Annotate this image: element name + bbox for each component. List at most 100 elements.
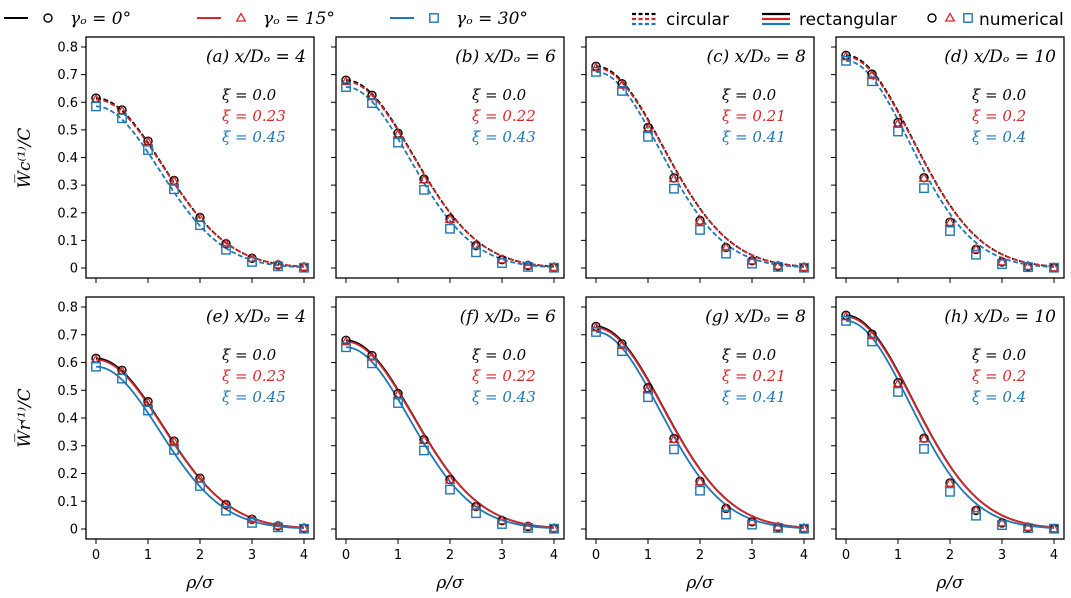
numerical-point-1 [522, 520, 534, 531]
x-tick-label: 3 [248, 548, 256, 563]
numerical-point-2 [695, 485, 705, 496]
y-tick-label: 0.7 [57, 68, 78, 83]
numerical-point-2 [523, 261, 533, 272]
numerical-point-1 [418, 434, 430, 445]
numerical-point-2 [91, 361, 101, 372]
legend-numerical-square [963, 13, 973, 23]
numerical-point-1 [866, 69, 878, 80]
series-line-0 [595, 65, 805, 268]
numerical-point-1 [444, 213, 456, 224]
legend-label-0: γₒ = 0° [70, 9, 131, 29]
numerical-point-2 [419, 184, 429, 195]
numerical-point-2 [971, 510, 981, 521]
x-tick-label: 4 [1050, 548, 1058, 563]
panel-frame [335, 296, 565, 540]
y-tick-label: 0.2 [57, 467, 78, 482]
panel-title: (c) x/Dₒ = 8 [706, 47, 806, 67]
numerical-point-1 [772, 521, 784, 531]
series-line-2 [345, 346, 555, 530]
legend-numerical-label: numerical [979, 10, 1064, 30]
panel-8: 0 1 2 3 4 (h) x/Dₒ = 10 ξ = 0.0 ξ = 0.2 ξ = 0.4 [831, 296, 1065, 563]
y-tick-label: 0.5 [57, 123, 78, 138]
numerical-point-2 [299, 262, 309, 273]
x-tick-label: 3 [498, 548, 506, 563]
xi-label-1: ξ = 0.23 [222, 107, 286, 125]
legend: γₒ = 0° γₒ = 15° γₒ = 30° circular rectangul… [4, 9, 1064, 30]
panel-5: 0 1 2 3 4 0 0.1 0.2 0.3 0.4 0.5 0.6 0.7 0.8 (e) x/Dₒ =… [57, 296, 315, 563]
numerical-point-1 [694, 215, 706, 225]
y-tick-label: 0.3 [57, 179, 78, 194]
numerical-point-2 [747, 519, 757, 530]
panel-3: (c) x/Dₒ = 8 ξ = 0.0 ξ = 0.21 ξ = 0.41 [581, 36, 815, 283]
xi-label-1: ξ = 0.22 [472, 107, 536, 125]
numerical-point-2 [273, 261, 283, 272]
numerical-point-2 [1049, 262, 1059, 273]
numerical-point-2 [591, 66, 601, 77]
numerical-point-2 [617, 86, 627, 96]
numerical-point-1 [840, 310, 852, 321]
panel-title: (e) x/Dₒ = 4 [206, 307, 306, 327]
xi-label-0: ξ = 0.0 [972, 346, 1027, 364]
y-tick-label: 0.4 [57, 151, 78, 166]
xi-label-0: ξ = 0.0 [472, 86, 527, 104]
xi-label-0: ξ = 0.0 [722, 346, 777, 364]
numerical-point-1 [798, 261, 810, 272]
numerical-point-1 [168, 175, 180, 185]
xi-label-0: ξ = 0.0 [972, 86, 1027, 104]
xi-label-2: ξ = 0.43 [472, 388, 536, 406]
panel-frame [85, 36, 315, 279]
numerical-point-1 [366, 90, 378, 101]
numerical-point-1 [944, 477, 956, 487]
panel-4: (d) x/Dₒ = 10 ξ = 0.0 ξ = 0.2 ξ = 0.4 [831, 36, 1065, 283]
numerical-point-2 [945, 226, 955, 236]
numerical-point-2 [393, 398, 403, 408]
numerical-point-2 [195, 220, 205, 231]
numerical-point-1 [918, 172, 930, 182]
panel-1: 0 0.1 0.2 0.3 0.4 0.5 0.6 0.7 0.8 (a) x/Dₒ = 4 ξ =… [57, 36, 315, 283]
numerical-point-1 [522, 259, 534, 270]
numerical-point-1 [366, 351, 378, 361]
x-tick-label: 0 [842, 548, 850, 563]
numerical-point-1 [470, 240, 482, 250]
xi-label-1: ξ = 0.23 [222, 367, 286, 385]
panel-title: (b) x/Dₒ = 6 [455, 47, 556, 67]
numerical-point-2 [445, 484, 455, 495]
numerical-point-2 [549, 523, 559, 534]
series-line-1 [595, 326, 805, 529]
legend-marker-0 [43, 13, 53, 23]
numerical-point-2 [799, 262, 809, 273]
x-tick-label: 2 [696, 548, 704, 563]
numerical-point-1 [220, 238, 232, 248]
xi-label-1: ξ = 0.2 [972, 367, 1026, 385]
numerical-point-2 [643, 131, 653, 142]
numerical-point-1 [168, 436, 180, 446]
numerical-point-1 [772, 260, 784, 270]
x-tick-label: 0 [592, 548, 600, 563]
xi-label-1: ξ = 0.22 [472, 367, 536, 385]
y-tick-label: 0 [70, 523, 78, 538]
numerical-point-2 [799, 523, 809, 534]
numerical-point-2 [523, 522, 533, 533]
numerical-point-2 [669, 183, 679, 194]
numerical-point-2 [247, 257, 257, 267]
numerical-point-2 [497, 258, 507, 268]
numerical-point-2 [773, 261, 783, 272]
panel-frame [585, 36, 815, 279]
panel-2: (b) x/Dₒ = 6 ξ = 0.0 ξ = 0.22 ξ = 0.43 [331, 36, 565, 283]
legend-label-2: γₒ = 30° [456, 9, 528, 29]
numerical-point-2 [247, 517, 257, 528]
panels: 0 0.1 0.2 0.3 0.4 0.5 0.6 0.7 0.8 (a) x/Dₒ = 4 ξ =… [57, 36, 1065, 563]
numerical-point-1 [548, 261, 560, 272]
numerical-point-2 [721, 248, 731, 259]
numerical-point-1 [918, 433, 930, 443]
y-tick-label: 0.5 [57, 384, 78, 399]
panel-frame [335, 36, 565, 279]
y-tick-label: 0.4 [57, 412, 78, 427]
xi-label-2: ξ = 0.4 [972, 128, 1026, 146]
numerical-point-1 [798, 522, 810, 533]
panel-title: (h) x/Dₒ = 10 [944, 307, 1056, 327]
series-line-1 [345, 340, 555, 529]
numerical-point-2 [169, 445, 179, 455]
numerical-point-1 [970, 243, 982, 254]
